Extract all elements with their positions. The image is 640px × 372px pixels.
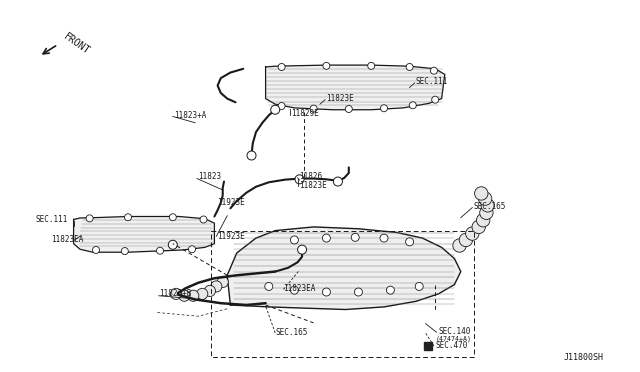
Circle shape [217,276,228,288]
Circle shape [188,290,199,301]
Circle shape [346,106,352,112]
Text: 11823E: 11823E [300,182,327,190]
Text: 11823+A: 11823+A [174,111,207,120]
Circle shape [278,64,285,70]
Circle shape [86,215,93,222]
Circle shape [410,102,416,109]
Circle shape [477,214,490,227]
Circle shape [472,220,485,234]
Circle shape [310,105,317,112]
Circle shape [481,199,494,212]
Circle shape [179,290,190,301]
Circle shape [479,192,492,205]
Circle shape [431,67,437,74]
Circle shape [298,245,307,254]
Text: 11826: 11826 [300,172,323,181]
Circle shape [323,234,330,242]
Circle shape [200,216,207,223]
Circle shape [466,227,479,240]
Circle shape [189,246,195,253]
Circle shape [291,286,298,294]
Polygon shape [74,217,214,252]
Text: 11823EA: 11823EA [284,284,316,293]
Circle shape [453,239,466,252]
Text: 11823E: 11823E [326,94,354,103]
Circle shape [170,214,176,221]
Bar [424,342,433,350]
Text: SEC.111: SEC.111 [35,215,68,224]
Circle shape [368,62,374,69]
Circle shape [271,105,280,114]
Circle shape [211,281,222,292]
Circle shape [406,64,413,70]
Circle shape [122,248,128,254]
Circle shape [355,288,362,296]
Circle shape [460,233,472,247]
Polygon shape [266,65,445,110]
Text: (47474+A): (47474+A) [435,335,471,342]
Circle shape [387,286,394,294]
Text: SEC.470: SEC.470 [435,341,468,350]
Text: 11823EA: 11823EA [51,235,84,244]
Circle shape [204,285,216,296]
Circle shape [480,206,493,219]
Circle shape [380,234,388,242]
Text: 11823: 11823 [198,172,221,181]
Circle shape [170,288,182,299]
Text: SEC.140: SEC.140 [438,327,471,336]
Circle shape [168,240,177,249]
Text: SEC.165: SEC.165 [275,328,308,337]
Circle shape [291,236,298,244]
Polygon shape [227,227,461,310]
Text: SEC.111: SEC.111 [416,77,449,86]
Text: 11923E: 11923E [218,232,245,241]
Circle shape [278,103,285,109]
Text: SEC.165: SEC.165 [474,202,506,211]
Text: 11829E: 11829E [291,109,319,118]
Text: FRONT: FRONT [62,31,92,56]
Circle shape [157,247,163,254]
Circle shape [333,177,342,186]
Text: 11823+B: 11823+B [159,289,191,298]
Circle shape [295,175,304,184]
Circle shape [381,105,387,112]
Circle shape [415,282,423,291]
Text: 11923E: 11923E [218,198,245,207]
Circle shape [247,151,256,160]
Circle shape [265,282,273,291]
Circle shape [323,288,330,296]
Circle shape [93,247,99,253]
Circle shape [125,214,131,221]
Circle shape [196,288,208,299]
Text: J11800SH: J11800SH [563,353,604,362]
Circle shape [406,238,413,246]
Circle shape [432,96,438,103]
Circle shape [475,187,488,200]
Circle shape [323,62,330,69]
Circle shape [351,233,359,241]
